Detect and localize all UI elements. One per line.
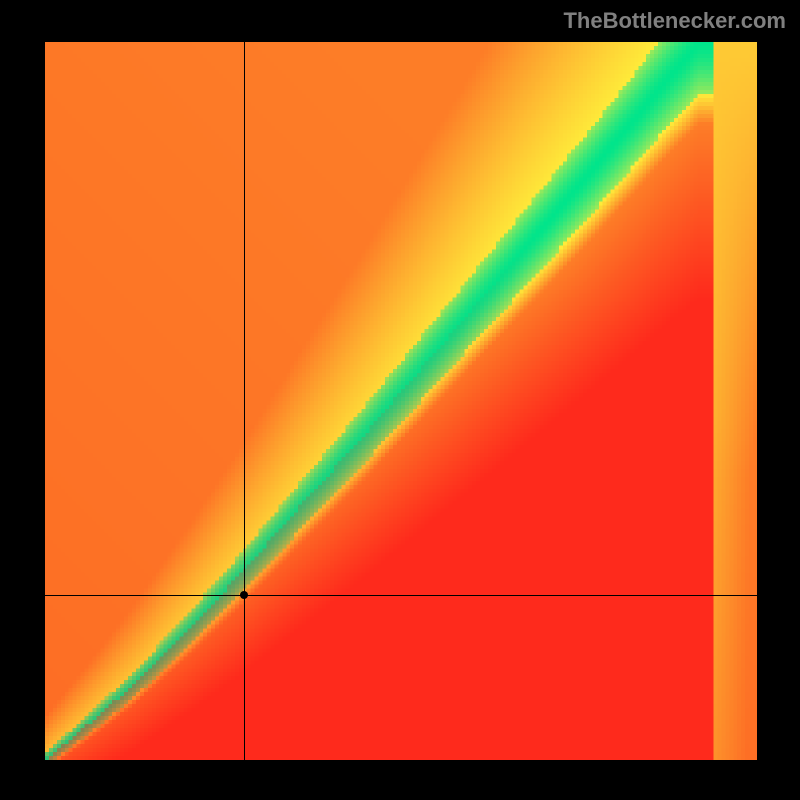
attribution-text: TheBottlenecker.com bbox=[563, 8, 786, 34]
heatmap-canvas bbox=[45, 42, 757, 760]
crosshair-horizontal bbox=[45, 595, 757, 596]
bottleneck-heatmap bbox=[45, 42, 757, 760]
crosshair-vertical bbox=[244, 42, 245, 760]
operating-point-marker bbox=[240, 591, 248, 599]
